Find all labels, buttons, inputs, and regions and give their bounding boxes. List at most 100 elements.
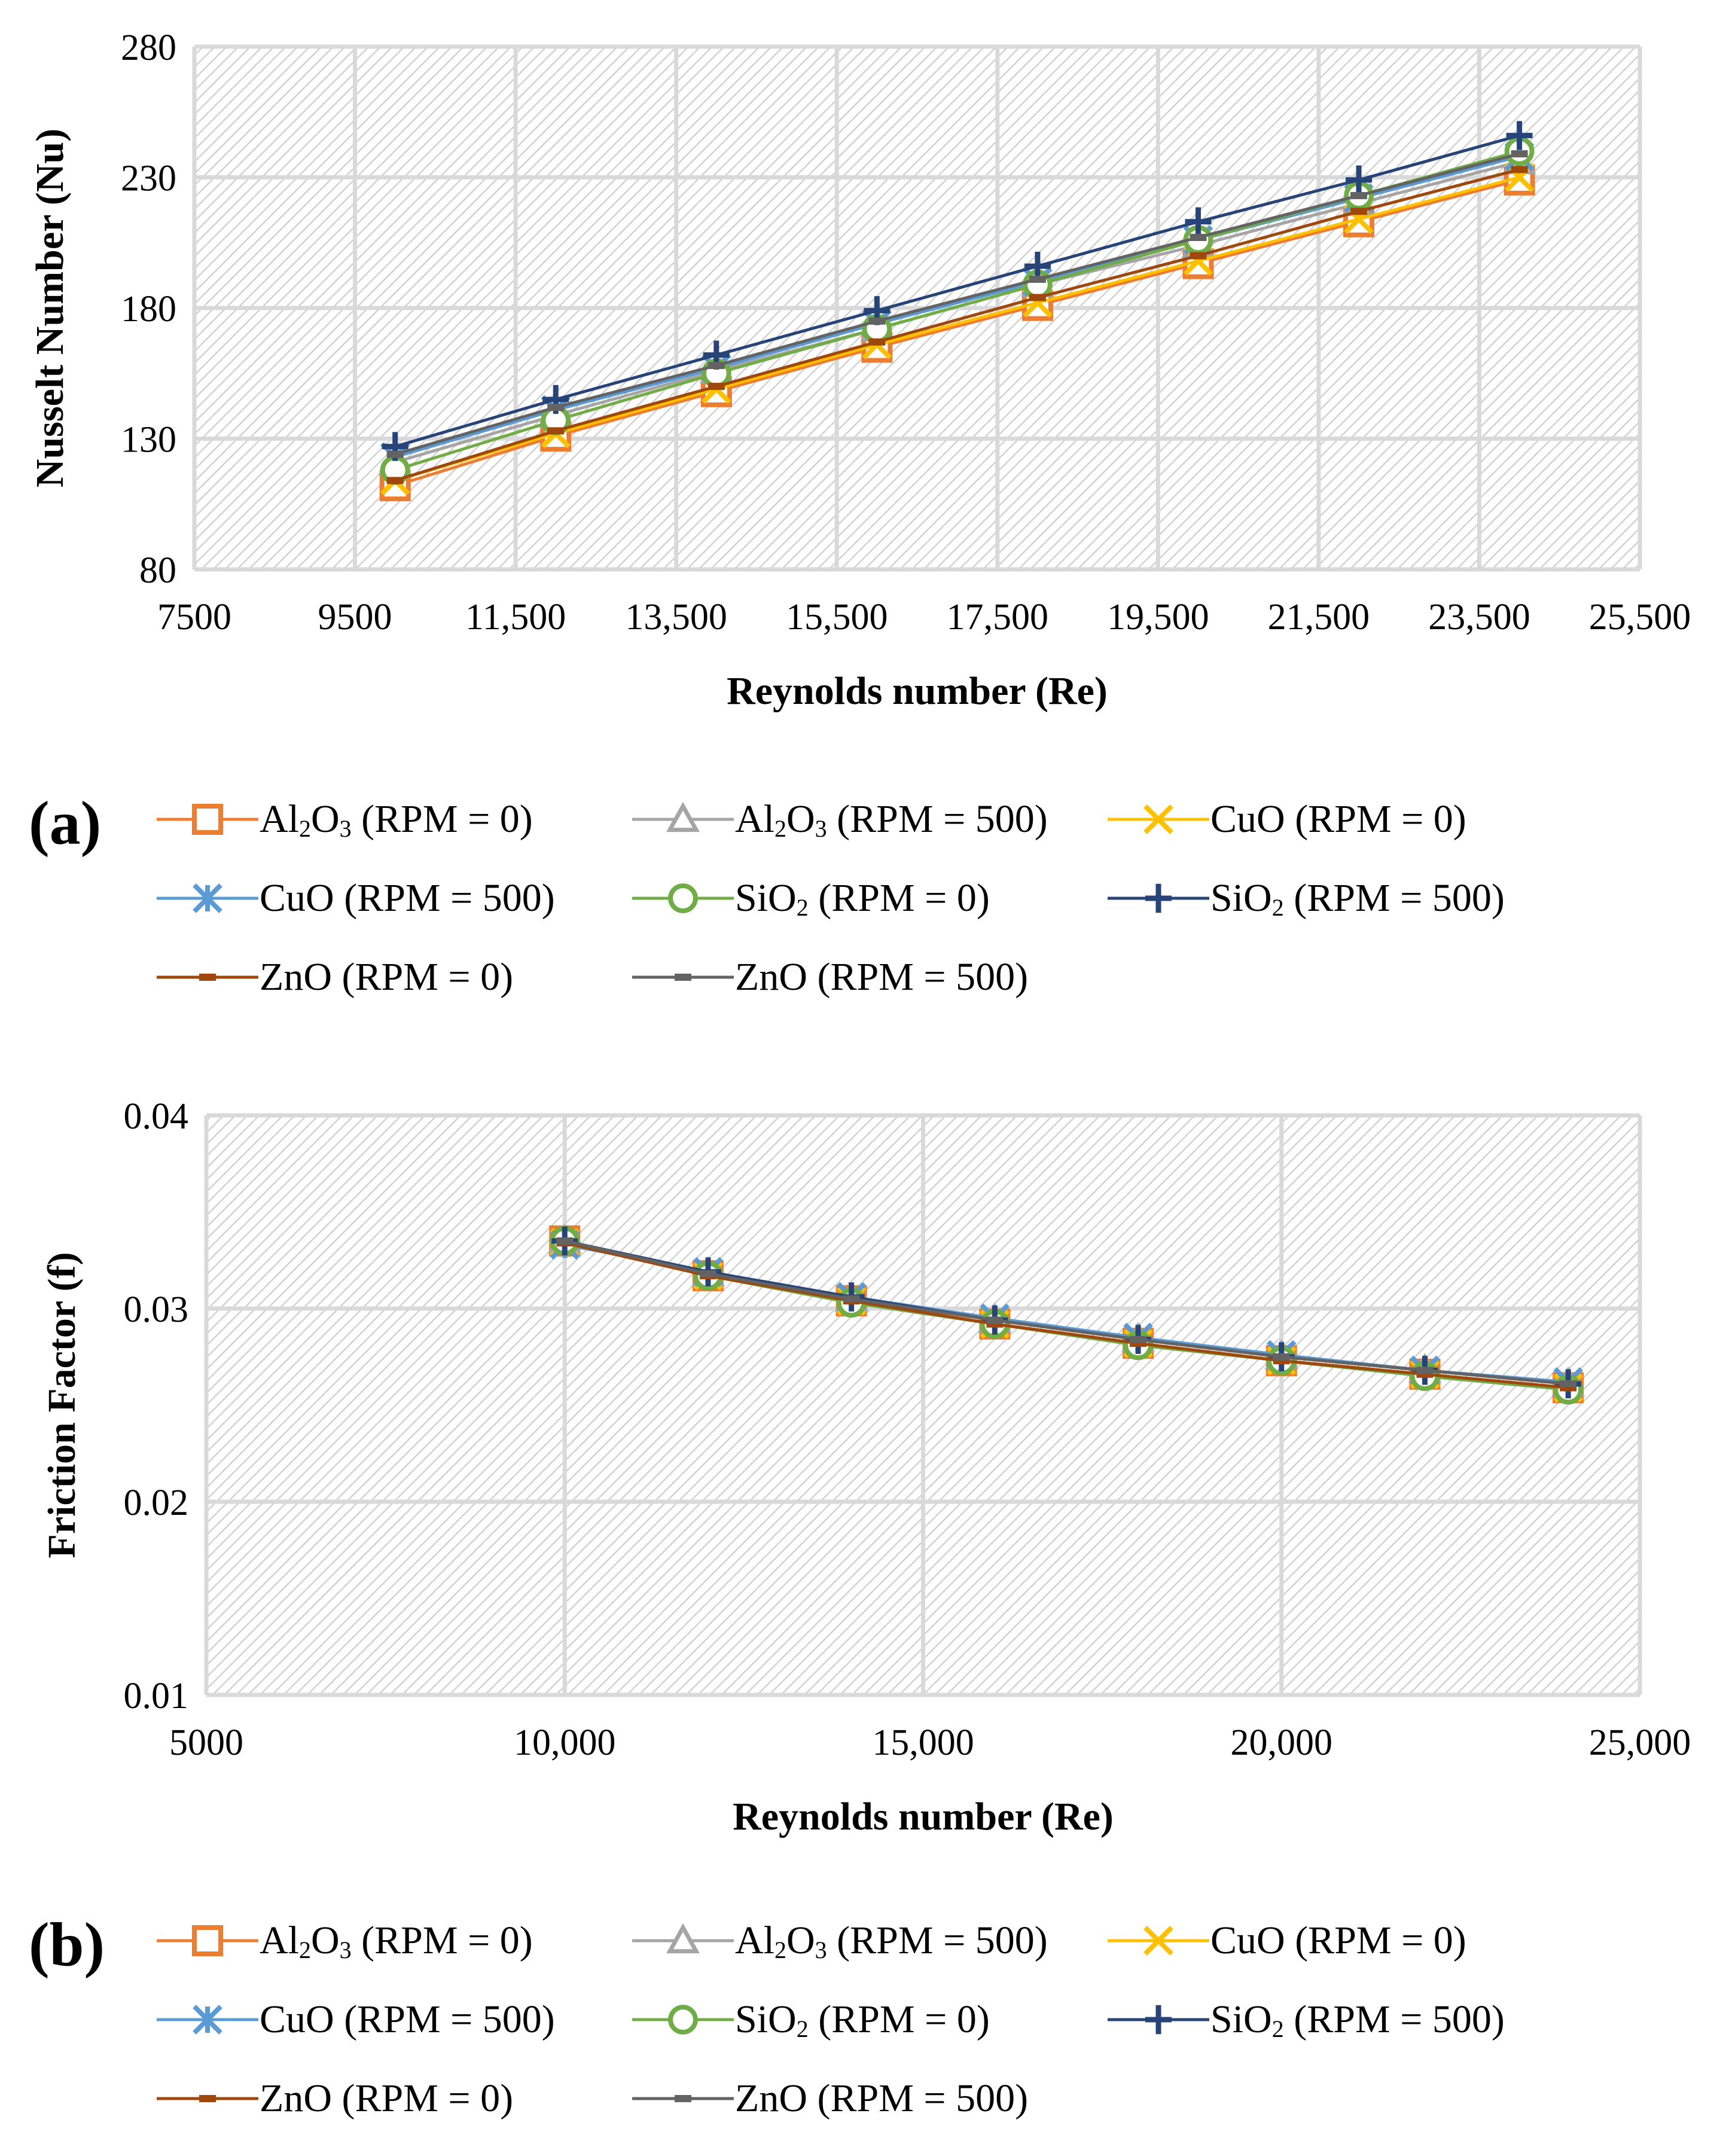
legend-label-rest: (RPM = 500) — [807, 2076, 1029, 2120]
legend-label: SiO2 (RPM = 500) — [1210, 876, 1505, 922]
legend-label-rest: (RPM = 0) — [351, 1918, 533, 1962]
legend-label-sub2: 3 — [339, 815, 352, 842]
data-point — [1029, 275, 1046, 283]
legend-item: ZnO (RPM = 0) — [157, 953, 513, 1001]
legend-swatch — [632, 1996, 734, 2044]
data-point — [699, 1270, 716, 1277]
data-point — [1190, 252, 1207, 260]
legend-item: ZnO (RPM = 500) — [632, 2075, 1028, 2123]
series-line — [564, 1239, 1569, 1386]
legend-item: CuO (RPM = 0) — [1108, 795, 1466, 843]
chart-b: 5000 10,000 15,000 20,000 25,000 0.01 0.02 0.03… — [40, 1096, 1691, 1838]
y-tick-label: 80 — [139, 550, 176, 591]
x-tick-label: 13,500 — [625, 597, 727, 638]
legend-label-chem: CuO — [260, 1997, 334, 2041]
x-tick-label: 15,000 — [872, 1722, 974, 1763]
legend-swatch — [157, 2075, 258, 2123]
legend-label-sub2: 3 — [815, 815, 827, 842]
data-point — [986, 1316, 1004, 1324]
x-tick-label: 25,000 — [1589, 1722, 1691, 1763]
legend-item: Al2O3 (RPM = 0) — [157, 795, 533, 843]
legend-swatch — [1108, 874, 1209, 922]
legend-swatch — [632, 2075, 734, 2123]
data-point — [1560, 1380, 1577, 1387]
data-point — [1273, 1353, 1290, 1361]
legend-label: SiO2 (RPM = 0) — [735, 1997, 990, 2043]
legend-label: CuO (RPM = 0) — [1210, 797, 1466, 843]
legend-swatch — [632, 1917, 734, 1965]
legend-swatch — [632, 874, 734, 922]
legend-label-sub1: 2 — [774, 1936, 786, 1963]
legend-a: Al2O3 (RPM = 0) Al2O3 (RPM = 500) CuO (RPM… — [157, 795, 1592, 1035]
y-tick-label: 280 — [121, 28, 176, 68]
data-point — [1190, 234, 1207, 242]
series-line — [394, 176, 1520, 482]
legend-label-chem: Al — [260, 797, 299, 841]
x-tick-label: 9500 — [318, 597, 392, 638]
legend-label-rest: (RPM = 500) — [807, 955, 1029, 999]
legend-label-chem: Al — [260, 1918, 299, 1962]
legend-item: Al2O3 (RPM = 0) — [157, 1917, 533, 1965]
legend-label-chem: CuO — [1210, 797, 1285, 841]
data-point — [1506, 121, 1533, 150]
data-point — [547, 427, 565, 435]
legend-label-rest: (RPM = 500) — [334, 1997, 555, 2041]
legend-item: Al2O3 (RPM = 500) — [632, 1917, 1048, 1965]
legend-swatch — [157, 953, 258, 1001]
legend-label-chem: Al — [735, 797, 774, 841]
data-point — [556, 1237, 574, 1245]
series-zno-rpm-500- — [386, 150, 1528, 458]
legend-item: ZnO (RPM = 500) — [632, 953, 1028, 1001]
series-zno-rpm-0- — [386, 166, 1528, 484]
legend-label: CuO (RPM = 500) — [260, 876, 555, 922]
legend-swatch — [632, 953, 734, 1001]
series-line — [394, 152, 1520, 456]
legend-label-chem: Al — [735, 1918, 774, 1962]
legend-label: ZnO (RPM = 500) — [735, 955, 1028, 1001]
legend-label-chem: SiO — [735, 1997, 797, 2041]
x-tick-label: 23,500 — [1428, 597, 1530, 638]
legend-label-rest: (RPM = 500) — [1283, 876, 1505, 920]
legend-label-chem: CuO — [1210, 1918, 1285, 1962]
legend-label: Al2O3 (RPM = 500) — [735, 1918, 1048, 1964]
legend-label-rest: (RPM = 500) — [827, 797, 1048, 841]
legend-label-rest: (RPM = 0) — [331, 2076, 514, 2120]
legend-label-chem: CuO — [260, 876, 334, 920]
legend-label-chem: SiO — [1210, 876, 1272, 920]
legend-label-rest: (RPM = 0) — [1285, 1918, 1466, 1962]
legend-label-sub1: 2 — [774, 815, 786, 842]
legend-label-chem2: O — [786, 797, 815, 841]
x-tick-label: 7500 — [157, 597, 231, 638]
x-tick-label: 19,500 — [1107, 597, 1209, 638]
x-tick-label: 25,500 — [1589, 597, 1691, 638]
y-tick-label: 0.01 — [124, 1676, 189, 1716]
legend-swatch — [157, 1996, 258, 2044]
data-point — [708, 362, 725, 370]
legend-label-chem: ZnO — [735, 955, 807, 999]
legend-label: ZnO (RPM = 500) — [735, 2076, 1028, 2122]
data-point — [1130, 1335, 1147, 1343]
legend-label: SiO2 (RPM = 500) — [1210, 1997, 1505, 2043]
legend-label-chem: ZnO — [260, 2076, 332, 2120]
data-point — [1350, 192, 1368, 200]
series-line — [394, 134, 1520, 449]
legend-label-sub1: 2 — [299, 1936, 311, 1963]
y-tick-label: 0.03 — [124, 1289, 189, 1330]
legend-swatch — [157, 874, 258, 922]
legend-swatch — [1108, 795, 1209, 843]
legend-swatch — [157, 795, 258, 843]
legend-label-sub1: 2 — [796, 893, 809, 921]
data-point — [386, 450, 404, 458]
series-line — [394, 178, 1520, 487]
legend-label-chem: ZnO — [260, 955, 332, 999]
panel-label-a: (a) — [29, 789, 102, 858]
legend-label-chem2: O — [311, 797, 340, 841]
x-tick-label: 11,500 — [465, 597, 566, 638]
data-point — [1350, 208, 1368, 215]
legend-label-chem: SiO — [735, 876, 797, 920]
legend-item: SiO2 (RPM = 500) — [1108, 874, 1505, 922]
x-axis-title: Reynolds number (Re) — [733, 1795, 1114, 1838]
data-point — [1511, 166, 1528, 173]
legend-label: ZnO (RPM = 0) — [260, 955, 513, 1001]
